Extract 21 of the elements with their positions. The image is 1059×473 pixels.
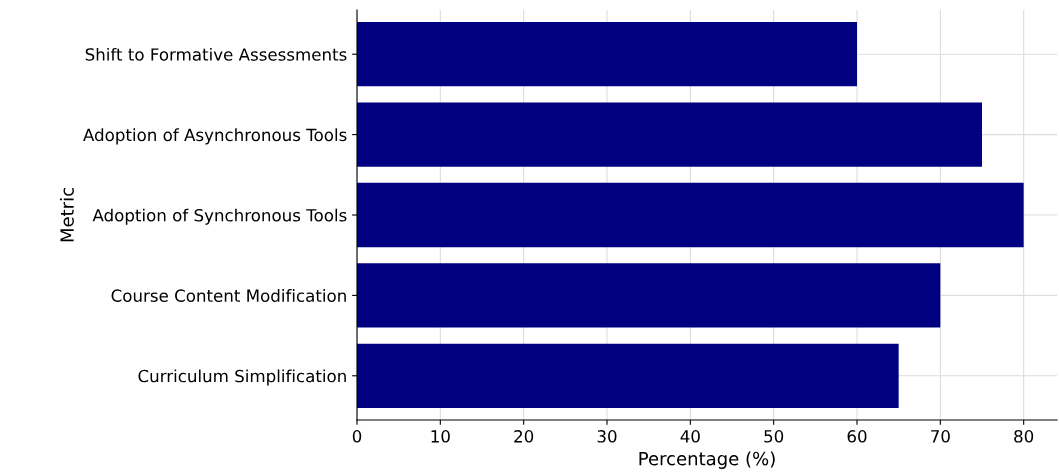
bar bbox=[357, 22, 857, 87]
x-tick-label: 30 bbox=[597, 430, 617, 443]
y-axis-title: Metric bbox=[59, 188, 74, 242]
x-tick-label: 40 bbox=[680, 430, 700, 443]
y-tick-label: Curriculum Simplification bbox=[138, 369, 346, 386]
x-tick-label: 20 bbox=[514, 430, 534, 443]
x-tick-label: 70 bbox=[931, 430, 950, 443]
y-tick-label: Shift to Formative Assessments bbox=[85, 47, 347, 61]
x-tick-label: 10 bbox=[431, 430, 450, 443]
x-axis-title: Percentage (%) bbox=[639, 451, 775, 469]
y-tick-label: Course Content Modification bbox=[111, 289, 346, 302]
bar bbox=[357, 343, 899, 408]
bar bbox=[357, 102, 982, 167]
bar bbox=[357, 182, 1024, 248]
y-tick-label: Adoption of Asynchronous Tools bbox=[83, 128, 347, 145]
x-tick-label: 80 bbox=[1014, 430, 1034, 443]
x-tick-label: 60 bbox=[847, 430, 867, 443]
x-tick-label: 50 bbox=[764, 430, 784, 443]
bar bbox=[357, 263, 941, 328]
y-tick-label: Adoption of Synchronous Tools bbox=[92, 208, 347, 225]
x-tick-label: 0 bbox=[352, 430, 362, 443]
